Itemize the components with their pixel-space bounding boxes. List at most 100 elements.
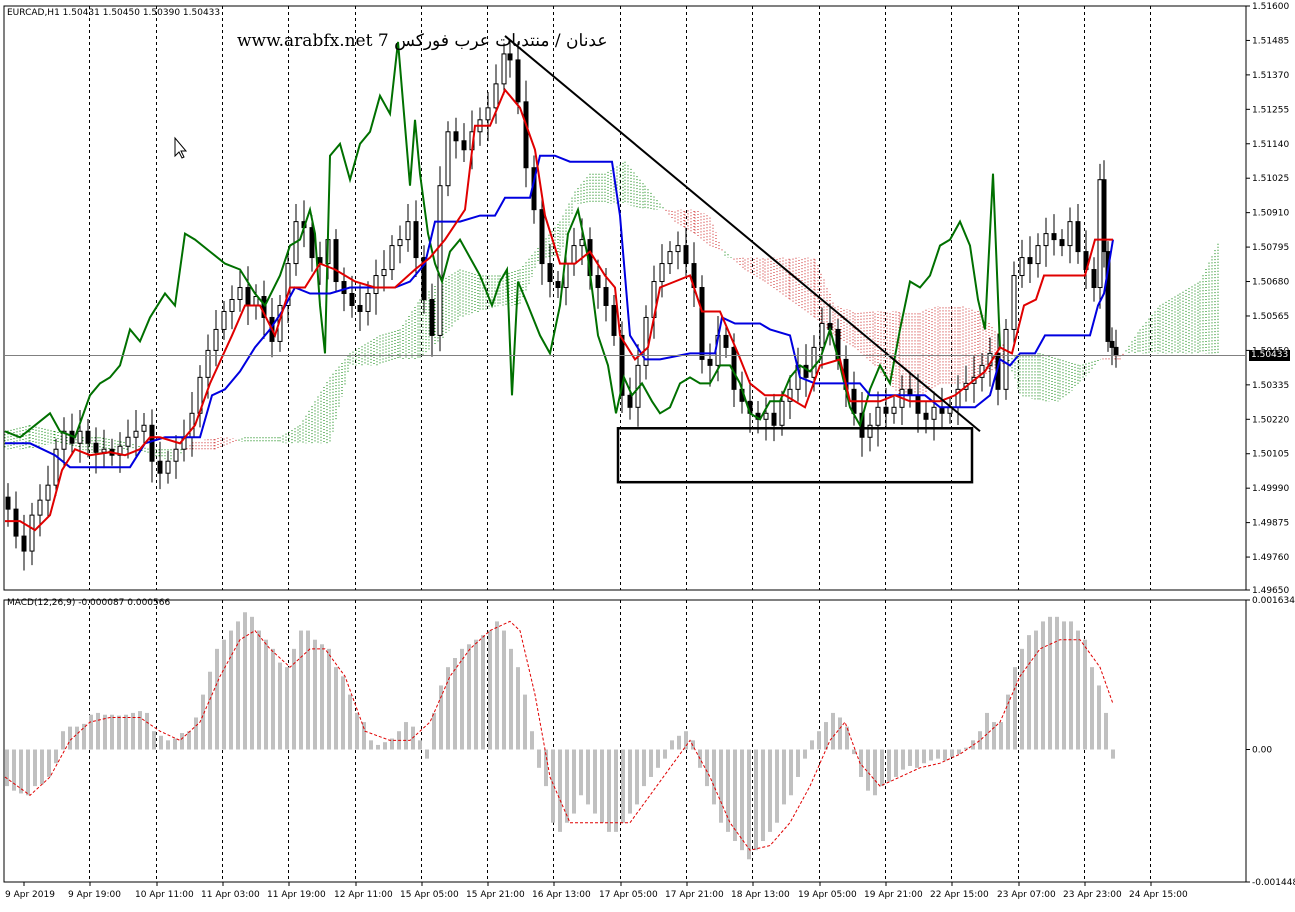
candle-body	[45, 484, 51, 501]
macd-hist-bar	[936, 749, 940, 759]
macd-hist-bar	[978, 731, 982, 750]
macd-hist-bar	[677, 735, 681, 750]
macd-hist-bar	[292, 648, 296, 750]
time-tick-label: 16 Apr 13:00	[532, 890, 591, 900]
macd-hist-bar	[663, 749, 667, 759]
time-tick-label: 9 Apr 2019	[5, 890, 55, 900]
price-tick-label: 1.51600	[1252, 2, 1289, 12]
mouse-cursor-icon	[174, 136, 188, 159]
macd-hist-bar	[1013, 667, 1017, 750]
candle-body	[555, 281, 561, 289]
candle-body	[923, 412, 929, 420]
candle-body	[1097, 179, 1103, 289]
candle-body	[803, 364, 809, 378]
time-tick-label: 19 Apr 21:00	[864, 890, 923, 900]
macd-hist-bar	[775, 749, 779, 823]
candle-body	[667, 251, 673, 265]
candle-body	[1101, 179, 1107, 253]
macd-hist-bar	[194, 717, 198, 750]
macd-hist-bar	[782, 749, 786, 805]
macd-hist-bar	[481, 635, 485, 750]
macd-hist-bar	[824, 722, 828, 750]
candle-body	[333, 239, 339, 283]
candle-body	[381, 269, 387, 277]
macd-hist-bar	[201, 694, 205, 750]
macd-hist-bar	[131, 712, 135, 750]
macd-hist-bar	[19, 749, 23, 794]
macd-hist-bar	[523, 694, 527, 750]
macd-hist-bar	[362, 722, 366, 750]
time-tick-label: 15 Apr 21:00	[466, 890, 525, 900]
macd-hist-bar	[1090, 667, 1094, 750]
price-tick-label: 1.50565	[1252, 312, 1289, 322]
candle-body	[437, 185, 443, 336]
macd-hist-bar	[831, 712, 835, 750]
time-tick-label: 24 Apr 15:00	[1129, 890, 1188, 900]
macd-hist-bar	[418, 740, 422, 750]
macd-hist-bar	[901, 749, 905, 770]
candle-body	[771, 412, 777, 426]
macd-hist-bar	[257, 630, 261, 750]
candle-body	[165, 460, 171, 474]
macd-hist-bar	[404, 722, 408, 750]
macd-hist-bar	[495, 621, 499, 750]
macd-hist-bar	[1041, 621, 1045, 750]
macd-hist-bar	[803, 749, 807, 759]
watermark: www.arabfx.net 7 عدنان / منتديات عرب فور…	[237, 31, 608, 51]
candle-body	[397, 239, 403, 247]
candle-body	[699, 287, 705, 360]
kijun-sen-line	[5, 154, 1114, 469]
macd-hist-bar	[68, 726, 72, 750]
candle-body	[1059, 239, 1065, 247]
macd-hist-bar	[999, 722, 1003, 750]
macd-hist-bar	[355, 712, 359, 750]
macd-hist-bar	[54, 749, 58, 764]
macd-hist-bar	[628, 749, 632, 814]
macd-hist-bar	[208, 671, 212, 750]
candle-body	[707, 358, 713, 366]
macd-hist-bar	[271, 648, 275, 750]
macd-hist-bar	[600, 749, 604, 823]
candle-body	[723, 334, 729, 348]
candle-body	[149, 424, 155, 462]
macd-hist-bar	[761, 749, 765, 842]
candle-body	[189, 412, 195, 438]
candle-body	[117, 445, 123, 456]
macd-hist-bar	[341, 676, 345, 750]
macd-hist-bar	[607, 749, 611, 832]
candle-body	[1067, 221, 1073, 247]
macd-hist-bar	[1034, 630, 1038, 750]
candle-body	[547, 263, 553, 283]
candle-body	[445, 131, 451, 187]
macd-hist-bar	[243, 612, 247, 750]
macd-hist-bar	[82, 723, 86, 750]
price-tick-label: 1.51370	[1252, 71, 1289, 81]
candle-body	[523, 101, 529, 169]
candle-body	[883, 406, 889, 414]
candle-body	[1109, 340, 1115, 348]
macd-hist-bar	[544, 749, 548, 787]
macd-hist-bar	[670, 740, 674, 750]
time-tick-label: 11 Apr 19:00	[267, 890, 326, 900]
macd-hist-bar	[796, 749, 800, 777]
macd-hist-bar	[1076, 630, 1080, 750]
candle-body	[571, 245, 577, 265]
macd-hist-bar	[1062, 621, 1066, 750]
candle-body	[5, 496, 11, 510]
time-tick-label: 15 Apr 05:00	[400, 890, 459, 900]
price-tick-label: 1.51255	[1252, 105, 1289, 115]
macd-hist-bar	[432, 712, 436, 750]
candle-body	[819, 322, 825, 348]
macd-hist-bar	[789, 749, 793, 796]
time-tick-label: 23 Apr 07:00	[997, 890, 1056, 900]
price-tick-label: 1.50795	[1252, 243, 1289, 253]
candle-body	[683, 245, 689, 265]
macd-hist-bar	[334, 667, 338, 750]
macd-hist-bar	[1104, 712, 1108, 750]
macd-hist-bar	[929, 749, 933, 761]
macd-hist-bar	[250, 616, 254, 750]
candle-body	[245, 287, 251, 306]
macd-hist-bar	[75, 726, 79, 750]
macd-hist-bar	[313, 639, 317, 750]
